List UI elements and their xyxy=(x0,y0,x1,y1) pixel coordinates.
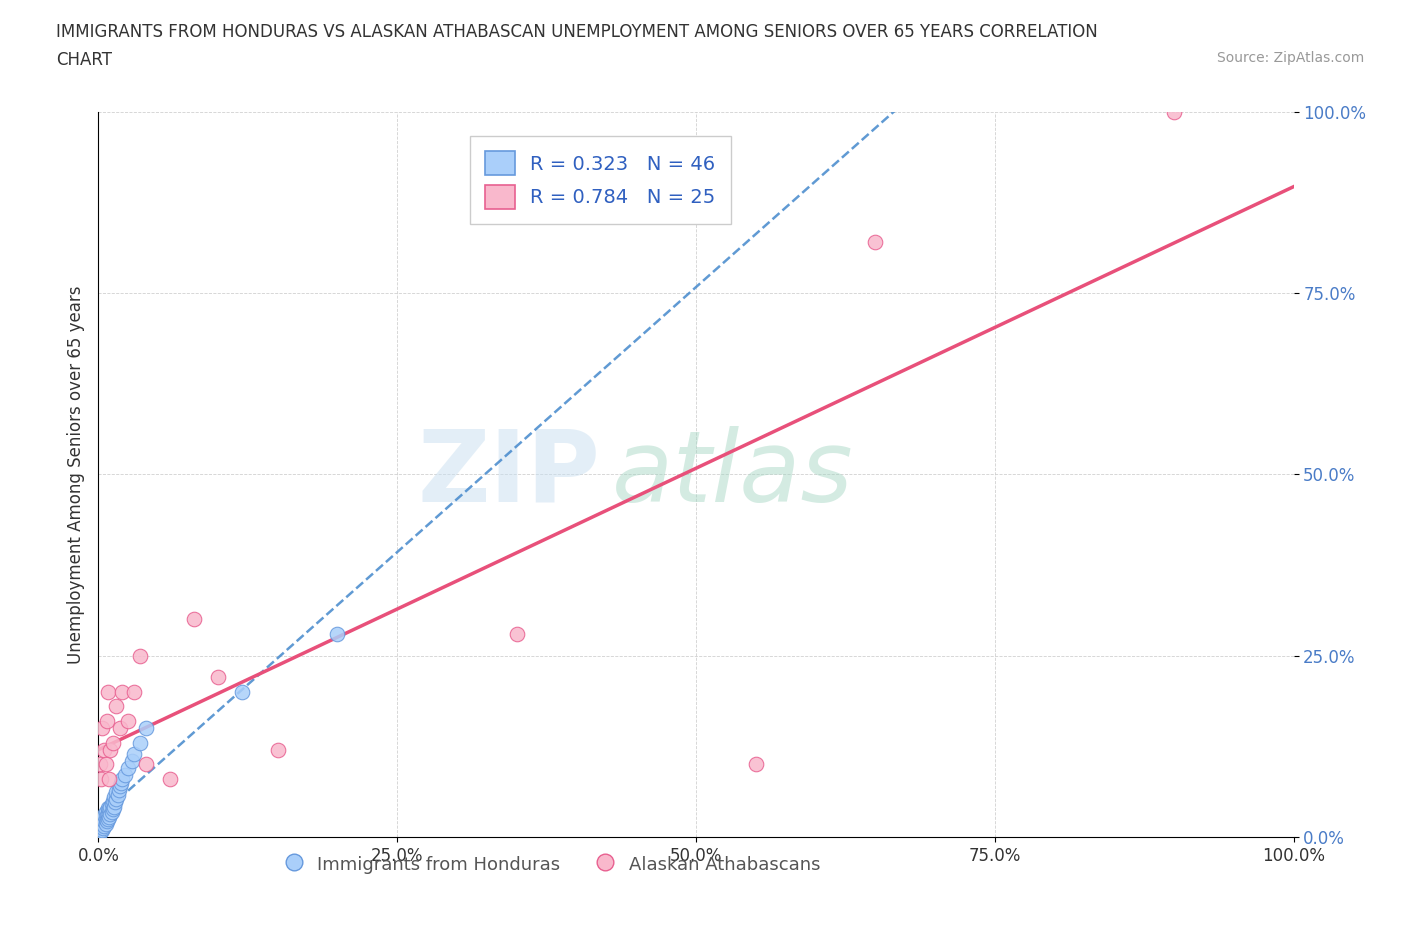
Point xyxy=(183,612,205,627)
Text: IMMIGRANTS FROM HONDURAS VS ALASKAN ATHABASCAN UNEMPLOYMENT AMONG SENIORS OVER 6: IMMIGRANTS FROM HONDURAS VS ALASKAN ATHA… xyxy=(56,23,1098,41)
Point xyxy=(97,811,120,827)
Point xyxy=(96,814,118,829)
Point xyxy=(97,801,120,816)
Point xyxy=(110,776,132,790)
Point xyxy=(98,806,122,821)
Point xyxy=(326,627,349,642)
Point xyxy=(111,772,134,787)
Point xyxy=(91,811,114,827)
Point xyxy=(91,817,114,831)
Point xyxy=(101,736,124,751)
Point xyxy=(108,721,131,736)
Point xyxy=(135,721,157,736)
Text: CHART: CHART xyxy=(56,51,112,69)
Point xyxy=(117,761,139,776)
Text: Source: ZipAtlas.com: Source: ZipAtlas.com xyxy=(1216,51,1364,65)
Point xyxy=(117,713,139,728)
Point xyxy=(93,808,115,823)
Point xyxy=(91,721,114,736)
Point xyxy=(121,753,143,768)
Point xyxy=(129,648,152,663)
Point xyxy=(90,821,112,836)
Point xyxy=(101,793,124,808)
Point xyxy=(96,713,118,728)
Point xyxy=(94,817,117,831)
Point xyxy=(101,802,124,817)
Point xyxy=(114,768,136,783)
Point xyxy=(98,799,122,814)
Point xyxy=(96,808,118,823)
Point xyxy=(135,757,157,772)
Point xyxy=(94,811,117,827)
Point xyxy=(745,757,768,772)
Point xyxy=(89,826,111,841)
Y-axis label: Unemployment Among Seniors over 65 years: Unemployment Among Seniors over 65 years xyxy=(66,286,84,663)
Point xyxy=(104,795,127,810)
Point xyxy=(506,627,529,642)
Point xyxy=(207,670,229,684)
Text: atlas: atlas xyxy=(613,426,853,523)
Point xyxy=(97,684,120,699)
Point xyxy=(865,234,887,249)
Point xyxy=(111,684,134,699)
Text: ZIP: ZIP xyxy=(418,426,600,523)
Point xyxy=(93,814,115,829)
Point xyxy=(97,806,120,821)
Point xyxy=(93,742,115,757)
Point xyxy=(103,799,125,814)
Point xyxy=(1163,104,1185,119)
Point xyxy=(107,788,129,803)
Point xyxy=(100,804,122,819)
Point xyxy=(98,742,122,757)
Point xyxy=(105,785,128,800)
Point xyxy=(91,822,114,837)
Legend: Immigrants from Honduras, Alaskan Athabascans: Immigrants from Honduras, Alaskan Athaba… xyxy=(277,846,828,883)
Point xyxy=(91,818,114,833)
Point xyxy=(107,782,129,797)
Point xyxy=(267,742,290,757)
Point xyxy=(90,772,112,787)
Point xyxy=(103,790,125,804)
Point xyxy=(98,772,121,787)
Point xyxy=(98,802,121,817)
Point xyxy=(231,684,253,699)
Point xyxy=(93,818,115,833)
Point xyxy=(105,699,128,714)
Point xyxy=(91,821,114,836)
Point xyxy=(124,684,146,699)
Point xyxy=(105,791,128,806)
Point xyxy=(108,778,131,793)
Point xyxy=(89,757,111,772)
Point xyxy=(129,736,152,751)
Point xyxy=(98,809,121,824)
Point xyxy=(90,824,112,839)
Point xyxy=(159,772,181,787)
Point xyxy=(91,815,114,830)
Point xyxy=(124,746,146,761)
Point xyxy=(94,804,117,819)
Point xyxy=(94,757,117,772)
Point xyxy=(100,797,122,812)
